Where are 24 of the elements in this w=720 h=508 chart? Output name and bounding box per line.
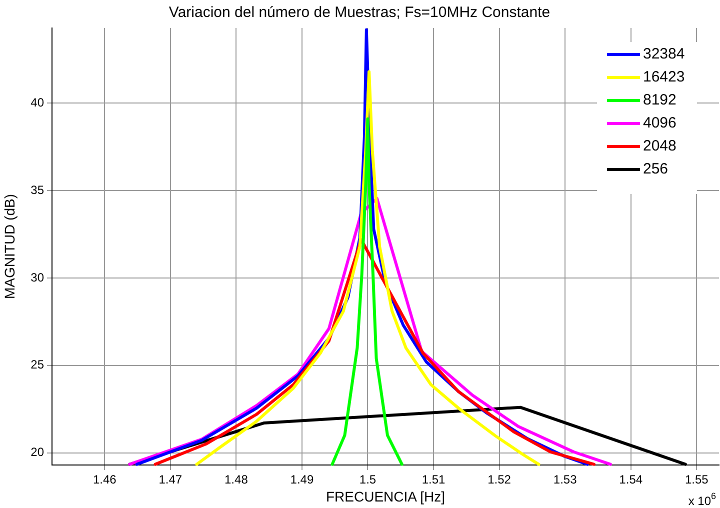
x-tick-label: 1.5 (359, 472, 376, 487)
y-tick-label: 35 (30, 182, 44, 197)
legend-label: 32384 (643, 46, 685, 63)
x-tick-label: 1.47 (158, 472, 182, 487)
legend-label: 4096 (643, 114, 676, 132)
x-tick-label: 1.49 (290, 472, 314, 487)
legend-label: 8192 (643, 92, 676, 109)
y-axis-title: MAGNITUD (dB) (1, 194, 18, 299)
x-tick-label: 1.55 (684, 472, 709, 487)
chart-title: Variacion del número de Muestras; Fs=10MHz Constante (168, 4, 550, 22)
x-tick-label: 1.53 (553, 472, 578, 487)
x-tick-label: 1.51 (422, 472, 446, 487)
legend-label: 16423 (643, 68, 685, 86)
y-tick-label: 20 (30, 445, 44, 460)
y-tick-label: 30 (30, 270, 44, 284)
legend-label: 256 (643, 160, 668, 178)
x-tick-label: 1.52 (488, 472, 512, 487)
x-axis-title: FRECUENCIA [Hz] (326, 488, 446, 504)
legend-label: 2048 (643, 138, 676, 155)
y-tick-label: 25 (30, 358, 44, 372)
y-tick-label: 40 (30, 95, 44, 110)
x-tick-label: 1.48 (224, 472, 248, 487)
x-tick-label: 1.54 (619, 472, 643, 487)
x-tick-label: 1.46 (92, 472, 117, 487)
